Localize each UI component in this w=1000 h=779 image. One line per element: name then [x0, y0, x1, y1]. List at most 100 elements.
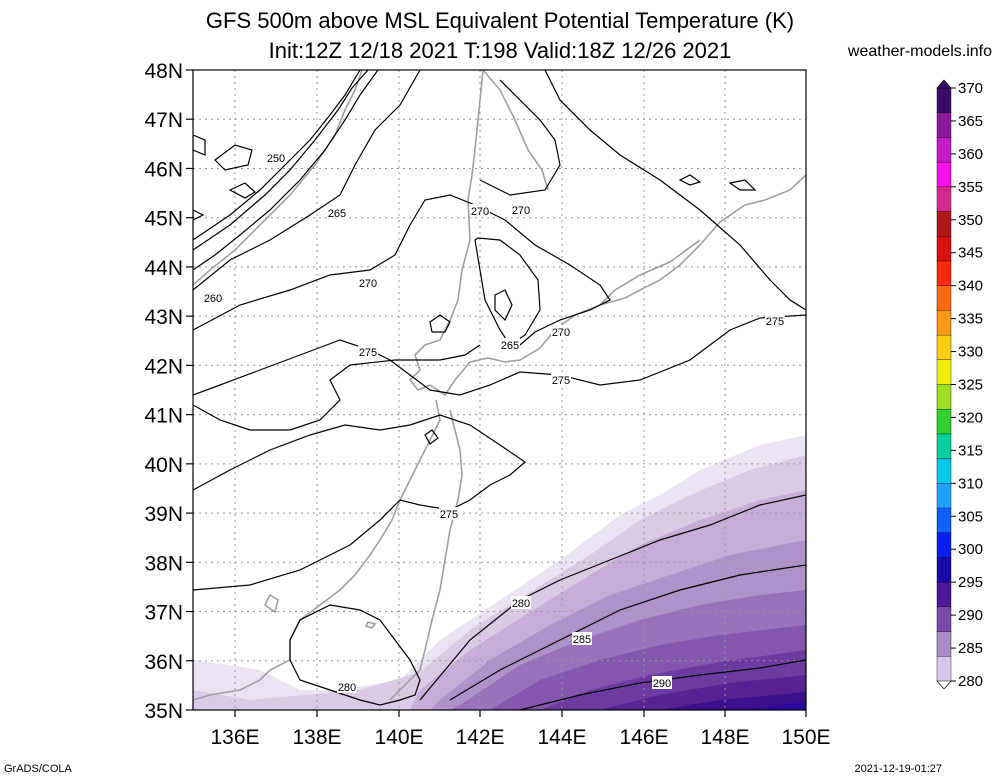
footer-software: GrADS/COLA	[4, 763, 72, 775]
lon-label: 140E	[374, 726, 423, 749]
contour-label-bg	[266, 151, 286, 164]
lon-label: 150E	[781, 726, 830, 749]
contour-label: 280	[338, 682, 356, 694]
contour-label: 250	[267, 153, 285, 165]
lat-label: 44N	[144, 257, 183, 280]
contour-label: 275	[440, 509, 458, 521]
coastline-sado	[364, 621, 377, 629]
coastline-honshu-east	[389, 409, 463, 701]
contour-label: 270	[471, 206, 489, 218]
lon-label: 136E	[210, 726, 259, 749]
contour-label: 285	[573, 634, 591, 646]
colorbar-segment	[936, 260, 952, 287]
contour-label-bg	[511, 203, 531, 216]
colorbar-segment	[936, 211, 952, 237]
colorbar-label: 345	[958, 245, 983, 262]
contour-275-a	[193, 314, 806, 396]
contour-small-5	[678, 174, 702, 186]
lat-label: 39N	[144, 503, 183, 526]
contour-275-c	[193, 414, 526, 591]
lat-label: 35N	[144, 700, 183, 723]
contour-label-bg	[439, 507, 459, 520]
coastline-hokkaido	[408, 70, 806, 397]
contour-250	[193, 70, 361, 241]
colorbar-label: 300	[958, 541, 983, 558]
contour-label: 270	[552, 327, 570, 339]
contour-280	[289, 604, 421, 706]
contour-label-bg	[500, 338, 520, 351]
lat-label: 48N	[144, 60, 183, 83]
lat-label: 42N	[144, 355, 183, 378]
contour-label: 260	[204, 293, 222, 305]
contour-small-2	[228, 182, 257, 199]
colorbar-label: 290	[958, 607, 983, 624]
plot-frame	[192, 69, 807, 711]
colorbar-label: 340	[958, 278, 983, 295]
colorbar-segment	[936, 581, 952, 608]
contour-label-bg	[551, 373, 571, 386]
contour-small-8	[193, 209, 205, 221]
contour-label: 275	[766, 316, 784, 328]
contour-label: 265	[328, 208, 346, 220]
contour-label: 270	[512, 205, 530, 217]
coastline-russia	[193, 70, 363, 286]
contour-label-bg	[511, 596, 531, 609]
colorbar-label: 280	[958, 673, 983, 690]
colorbar-label: 350	[958, 212, 983, 229]
contour-label: 280	[512, 598, 530, 610]
lon-label: 148E	[700, 726, 749, 749]
colorbar-bottom-arrow	[936, 680, 952, 690]
colorbar-segment	[936, 433, 952, 460]
coastlines	[193, 70, 806, 701]
colorbar-segment	[936, 483, 952, 509]
coastline-noto	[263, 593, 279, 614]
colorbar-label: 365	[958, 113, 983, 130]
colorbar-segment	[936, 161, 952, 188]
contour-label: 275	[359, 347, 377, 359]
contour-255	[193, 70, 369, 251]
latitude-axis: 48N 47N 46N 45N 44N 43N 42N 41N 40N 39N 38N 37N 36N 3…	[144, 60, 193, 723]
lat-label: 36N	[144, 651, 183, 674]
colorbar-segment	[936, 606, 952, 633]
contour-label-bg	[337, 680, 357, 693]
contour-label-bg	[765, 314, 785, 327]
lat-label: 37N	[144, 602, 183, 625]
lat-label: 43N	[144, 306, 183, 329]
colorbar-segment	[936, 137, 952, 163]
contour-small-3	[429, 314, 451, 333]
lat-label: 45N	[144, 208, 183, 231]
colorbar-segment	[936, 409, 952, 435]
coastline-honshu-west	[193, 399, 441, 701]
contour-label-bg	[551, 325, 571, 338]
contour-label-bg	[327, 206, 347, 219]
map-title: GFS 500m above MSL Equivalent Potential …	[205, 8, 795, 33]
contour-265-a	[193, 70, 421, 291]
lat-label: 38N	[144, 552, 183, 575]
lat-label: 41N	[144, 405, 183, 428]
lon-label: 146E	[619, 726, 668, 749]
contour-label: 290	[653, 678, 671, 690]
grid-lines	[193, 70, 806, 710]
colorbar-segment	[936, 631, 952, 657]
lat-label: 47N	[144, 109, 183, 132]
colorbar-segment	[936, 359, 952, 386]
colorbar-segment	[936, 384, 952, 410]
colorbar-segment	[936, 334, 952, 361]
footer-timestamp: 2021-12-19-01:27	[854, 763, 942, 775]
colorbar-segment	[936, 656, 952, 682]
shade-band-10	[740, 702, 806, 710]
coastline-kurils	[599, 239, 701, 306]
longitude-axis: 136E 138E 140E 142E 144E 146E 148E 150E	[210, 710, 831, 749]
theta-e-contours	[193, 70, 806, 710]
contour-275-d	[544, 70, 806, 311]
colorbar-segment	[936, 87, 952, 114]
contour-label-bg	[470, 204, 490, 217]
contour-label: 270	[359, 278, 377, 290]
contour-small-7	[193, 134, 206, 156]
colorbar-label: 330	[958, 344, 983, 361]
contour-label: 275	[552, 375, 570, 387]
contour-285	[449, 564, 806, 701]
colorbar-label: 310	[958, 475, 983, 492]
colorbar-segment	[936, 112, 952, 139]
site-credit: weather-models.info	[847, 43, 992, 60]
